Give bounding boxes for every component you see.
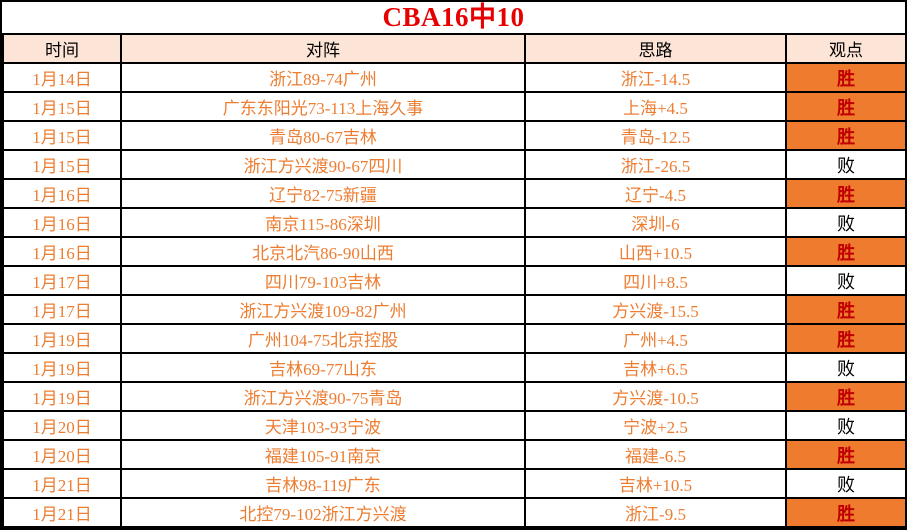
result-badge: 胜 [785,381,907,412]
matchup-cell: 吉林98-119广东 [120,468,526,499]
date-cell: 1月16日 [2,178,122,209]
table-row: 1月17日 浙江方兴渡109-82广州 方兴渡-15.5 胜 [2,294,907,325]
matchup-cell: 北控79-102浙江方兴渡 [120,497,526,528]
date-cell: 1月17日 [2,265,122,296]
table-row: 1月15日 浙江方兴渡90-67四川 浙江-26.5 败 [2,149,907,180]
table-row: 1月20日 福建105-91南京 福建-6.5 胜 [2,439,907,470]
idea-cell: 方兴渡-10.5 [524,381,787,412]
matchup-cell: 北京北汽86-90山西 [120,236,526,267]
date-cell: 1月19日 [2,323,122,354]
result-badge: 胜 [785,178,907,209]
result-badge: 败 [785,410,907,441]
matchup-cell: 浙江方兴渡109-82广州 [120,294,526,325]
date-cell: 1月19日 [2,381,122,412]
date-cell: 1月14日 [2,62,122,93]
table-row: 1月15日 青岛80-67吉林 青岛-12.5 胜 [2,120,907,151]
matchup-cell: 广州104-75北京控股 [120,323,526,354]
table-body: 1月14日 浙江89-74广州 浙江-14.5 胜 1月15日 广东东阳光73-113上海… [2,62,907,528]
column-header-viewpoint: 观点 [785,33,907,64]
date-cell: 1月16日 [2,207,122,238]
idea-cell: 福建-6.5 [524,439,787,470]
column-header-time: 时间 [2,33,122,64]
column-header-matchup: 对阵 [120,33,526,64]
date-cell: 1月20日 [2,410,122,441]
idea-cell: 浙江-9.5 [524,497,787,528]
idea-cell: 四川+8.5 [524,265,787,296]
idea-cell: 浙江-14.5 [524,62,787,93]
table-row: 1月14日 浙江89-74广州 浙江-14.5 胜 [2,62,907,93]
result-badge: 败 [785,265,907,296]
title-row: CBA16中10 [2,2,905,33]
date-cell: 1月20日 [2,439,122,470]
date-cell: 1月15日 [2,120,122,151]
result-badge: 败 [785,149,907,180]
idea-cell: 方兴渡-15.5 [524,294,787,325]
idea-cell: 吉林+6.5 [524,352,787,383]
table-row: 1月21日 北控79-102浙江方兴渡 浙江-9.5 胜 [2,497,907,528]
table-row: 1月16日 南京115-86深圳 深圳-6 败 [2,207,907,238]
result-badge: 败 [785,352,907,383]
idea-cell: 上海+4.5 [524,91,787,122]
table-row: 1月19日 广州104-75北京控股 广州+4.5 胜 [2,323,907,354]
page-title: CBA16中10 [382,2,525,32]
result-badge: 胜 [785,439,907,470]
idea-cell: 山西+10.5 [524,236,787,267]
table-row: 1月17日 四川79-103吉林 四川+8.5 败 [2,265,907,296]
idea-cell: 青岛-12.5 [524,120,787,151]
matchup-cell: 浙江方兴渡90-75青岛 [120,381,526,412]
idea-cell: 广州+4.5 [524,323,787,354]
date-cell: 1月15日 [2,149,122,180]
table-row: 1月15日 广东东阳光73-113上海久事 上海+4.5 胜 [2,91,907,122]
matchup-cell: 辽宁82-75新疆 [120,178,526,209]
table-header: 时间 对阵 思路 观点 [2,33,907,64]
result-badge: 胜 [785,62,907,93]
table-row: 1月21日 吉林98-119广东 吉林+10.5 败 [2,468,907,499]
table-row: 1月16日 北京北汽86-90山西 山西+10.5 胜 [2,236,907,267]
matchup-cell: 南京115-86深圳 [120,207,526,238]
result-badge: 胜 [785,323,907,354]
records-table: 时间 对阵 思路 观点 1月14日 浙江89-74广州 浙江-14.5 胜 1月15日广… [2,33,907,528]
date-cell: 1月17日 [2,294,122,325]
idea-cell: 深圳-6 [524,207,787,238]
result-badge: 胜 [785,236,907,267]
matchup-cell: 福建105-91南京 [120,439,526,470]
matchup-cell: 浙江89-74广州 [120,62,526,93]
matchup-cell: 浙江方兴渡90-67四川 [120,149,526,180]
matchup-cell: 广东东阳光73-113上海久事 [120,91,526,122]
column-header-idea: 思路 [524,33,787,64]
date-cell: 1月15日 [2,91,122,122]
matchup-cell: 四川79-103吉林 [120,265,526,296]
idea-cell: 吉林+10.5 [524,468,787,499]
idea-cell: 浙江-26.5 [524,149,787,180]
date-cell: 1月16日 [2,236,122,267]
table-row: 1月19日 浙江方兴渡90-75青岛 方兴渡-10.5 胜 [2,381,907,412]
table-row: 1月16日 辽宁82-75新疆 辽宁-4.5 胜 [2,178,907,209]
result-badge: 胜 [785,294,907,325]
table-row: 1月20日 天津103-93宁波 宁波+2.5 败 [2,410,907,441]
matchup-cell: 吉林69-77山东 [120,352,526,383]
idea-cell: 辽宁-4.5 [524,178,787,209]
date-cell: 1月19日 [2,352,122,383]
table-row: 1月19日 吉林69-77山东 吉林+6.5 败 [2,352,907,383]
result-badge: 胜 [785,497,907,528]
result-badge: 胜 [785,91,907,122]
result-badge: 败 [785,468,907,499]
matchup-cell: 青岛80-67吉林 [120,120,526,151]
result-badge: 败 [785,207,907,238]
matchup-cell: 天津103-93宁波 [120,410,526,441]
date-cell: 1月21日 [2,468,122,499]
idea-cell: 宁波+2.5 [524,410,787,441]
date-cell: 1月21日 [2,497,122,528]
result-badge: 胜 [785,120,907,151]
